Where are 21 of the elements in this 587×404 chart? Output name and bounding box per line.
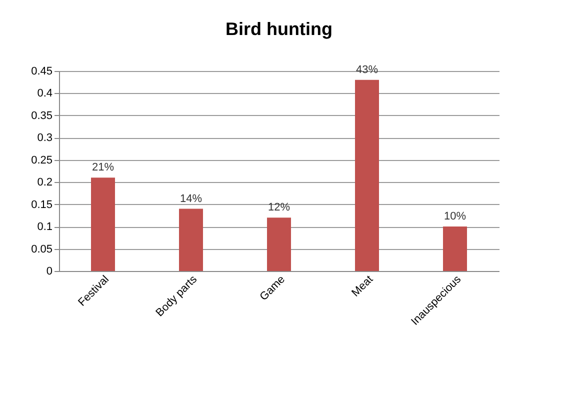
y-tick-label: 0.2 bbox=[37, 176, 52, 189]
y-tick-label: 0 bbox=[46, 266, 52, 278]
y-tick-label: 0.3 bbox=[37, 132, 52, 144]
y-tick-label: 0.1 bbox=[37, 221, 52, 234]
data-label: 14% bbox=[180, 192, 202, 205]
chart-title: Bird hunting bbox=[226, 18, 332, 39]
bar bbox=[91, 178, 115, 271]
y-tick-label: 0.4 bbox=[37, 88, 52, 100]
y-tick-label: 0.35 bbox=[31, 110, 52, 122]
y-tick-label: 0.25 bbox=[31, 154, 52, 166]
data-label: 12% bbox=[268, 202, 290, 214]
y-tick-label: 0.45 bbox=[31, 66, 52, 78]
bar bbox=[443, 226, 467, 271]
data-label: 21% bbox=[92, 162, 114, 174]
data-label: 43% bbox=[356, 64, 378, 76]
y-tick-label: 0.05 bbox=[31, 243, 52, 256]
bar bbox=[267, 218, 291, 271]
y-tick-label: 0.15 bbox=[31, 198, 52, 211]
data-label: 10% bbox=[444, 210, 466, 223]
bar bbox=[355, 80, 379, 271]
bar bbox=[179, 208, 203, 271]
